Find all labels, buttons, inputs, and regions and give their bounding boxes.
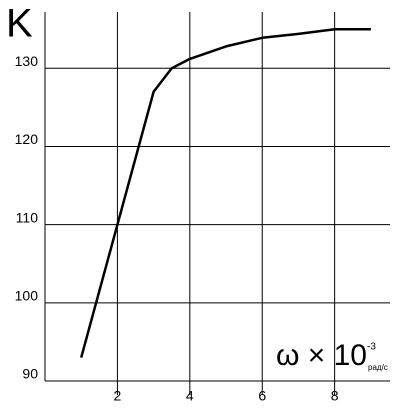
y-tick-label: 90 (22, 366, 38, 382)
x-axis-label-unit: рад/с (368, 363, 388, 372)
y-axis-label: K (6, 2, 33, 46)
x-tick-label: 6 (258, 388, 266, 404)
y-tick-label: 120 (15, 131, 39, 147)
data-line (79, 27, 371, 358)
x-axis-label: ω × 10 (276, 339, 367, 372)
x-tick-label: 4 (186, 388, 194, 404)
y-tick-label: 110 (16, 209, 39, 225)
y-tick-label: 130 (15, 53, 39, 69)
x-axis-label-exponent: -3 (367, 342, 376, 353)
y-tick-label: 100 (15, 288, 39, 304)
x-tick-label: 2 (114, 388, 122, 404)
x-tick-label: 8 (331, 388, 339, 404)
